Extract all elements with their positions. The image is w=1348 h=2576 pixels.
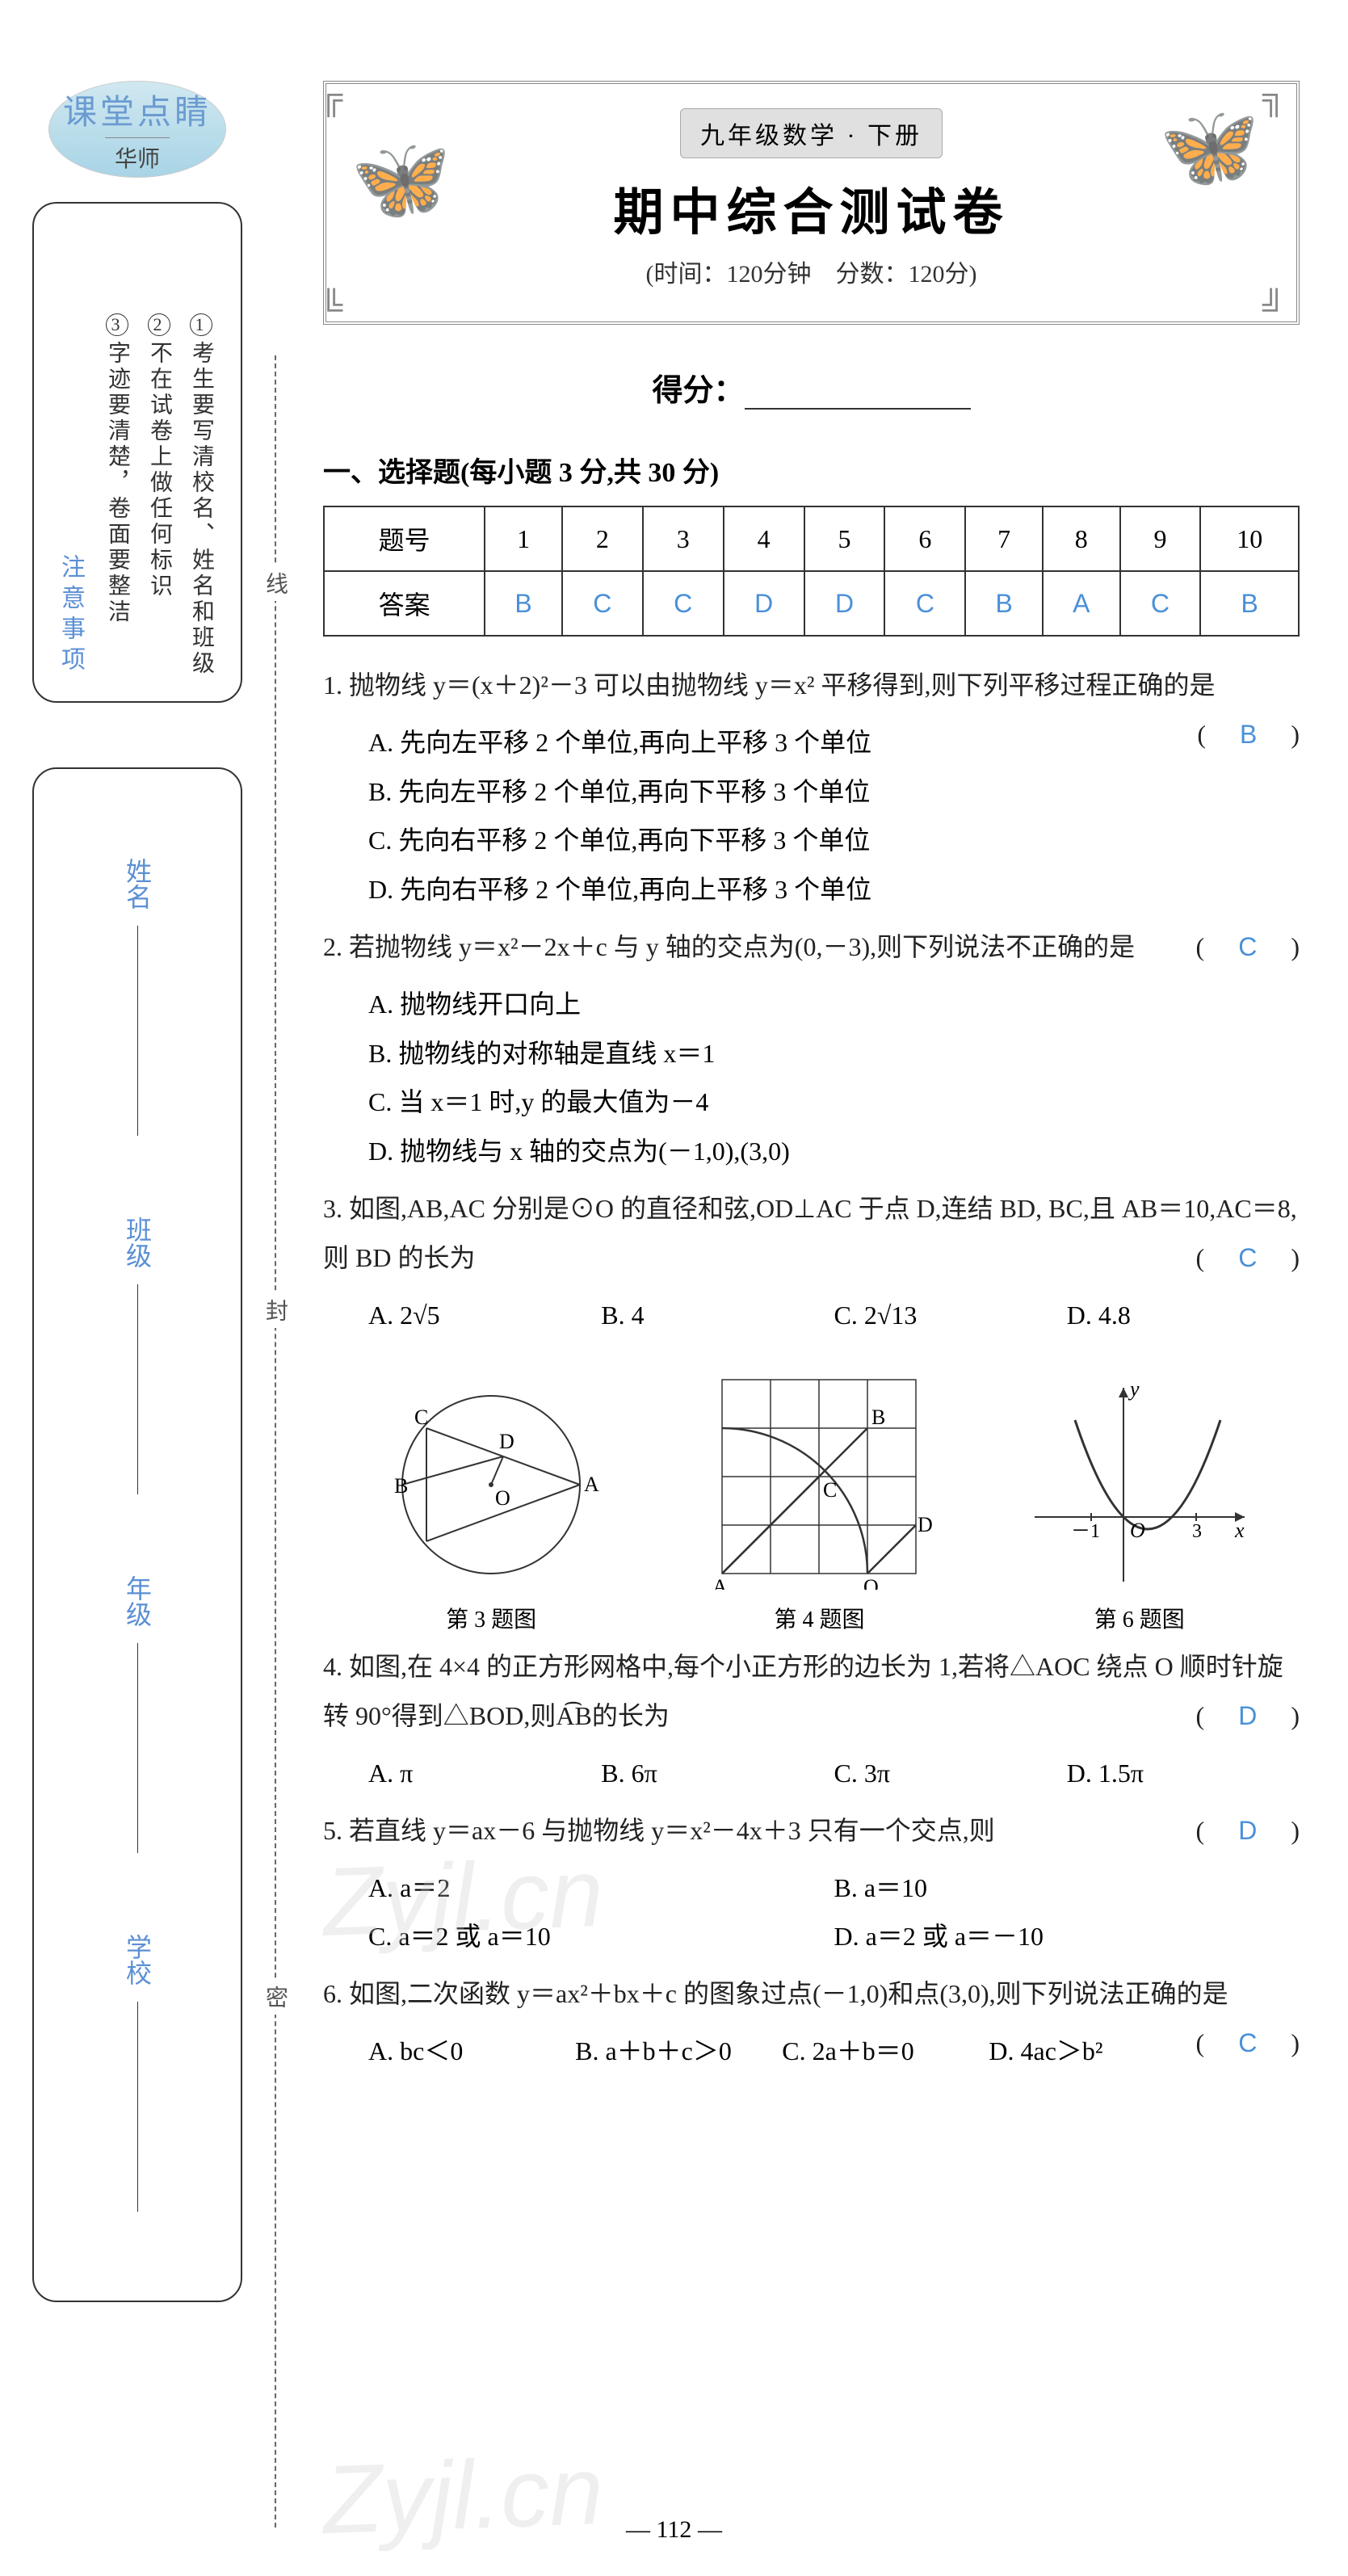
svg-text:x: x: [1234, 1519, 1245, 1542]
field-grade: 年级: [119, 1575, 156, 1853]
exam-page: 课堂点睛 华师 注意事项 3字迹要清楚，卷面要整洁 2不在试卷上做任何标识 1考…: [0, 0, 1348, 2576]
corner-ornament-icon: ╚: [320, 288, 360, 328]
figures-row: A B C D O 第 3 题图: [323, 1364, 1300, 1634]
svg-text:A: A: [712, 1575, 728, 1590]
question-3: 3. 如图,AB,AC 分别是⊙O 的直径和弦,OD⊥AC 于点 D,连结 BD…: [323, 1184, 1300, 1283]
fold-label-bot: 密: [258, 1979, 291, 2015]
question-4: 4. 如图,在 4×4 的正方形网格中,每个小正方形的边长为 1,若将△AOC …: [323, 1642, 1300, 1741]
svg-text:y: y: [1128, 1380, 1140, 1401]
fig3-svg: A B C D O: [370, 1380, 612, 1590]
notice-items: 3字迹要清楚，卷面要整洁 2不在试卷上做任何标识 1考生要写清校名、姓名和班级: [96, 313, 222, 677]
svg-text:3: 3: [1192, 1521, 1202, 1542]
question-1: 1. 抛物线 y＝(x＋2)²－3 可以由抛物线 y＝x² 平移得到,则下列平移…: [323, 661, 1300, 710]
svg-text:D: D: [918, 1513, 932, 1536]
score-label: 得分：: [652, 374, 744, 408]
figure-4: A B C D O 第 4 题图: [706, 1364, 932, 1634]
svg-text:O: O: [495, 1486, 510, 1510]
q4-options: A. π B. 6π C. 3π D. 1.5π: [323, 1749, 1300, 1798]
svg-text:D: D: [499, 1430, 514, 1453]
figure-6: y x O －1 3 第 6 题图: [1027, 1380, 1253, 1634]
score-line: 得分：: [323, 365, 1300, 410]
row-label: 答案: [324, 571, 485, 636]
q4-answer: D: [1230, 1701, 1265, 1730]
q1-answer: B: [1232, 720, 1265, 749]
q6-answer: C: [1230, 2028, 1265, 2057]
table-row: 答案 B C C D D C B A C B: [324, 571, 1299, 636]
notice-item-2: 2不在试卷上做任何标识: [143, 313, 175, 677]
title-frame: ╔ ╗ ╚ ╝ 🦋 🦋 九年级数学 · 下册 期中综合测试卷 (时间：120分钟…: [323, 81, 1300, 325]
section-1-title: 一、选择题(每小题 3 分,共 30 分): [323, 450, 1300, 490]
time-info: (时间：120分钟 分数：120分): [359, 254, 1264, 289]
table-row: 题号 1 2 3 4 5 6 7 8 9 10: [324, 506, 1299, 571]
svg-text:B: B: [871, 1406, 885, 1429]
svg-text:C: C: [414, 1406, 428, 1429]
score-blank[interactable]: [745, 408, 971, 410]
q2-options: A. 抛物线开口向上 B. 抛物线的对称轴是直线 x＝1 C. 当 x＝1 时,…: [323, 980, 1300, 1176]
grade-badge: 九年级数学 · 下册: [680, 108, 943, 158]
brand-logo: 课堂点睛 华师: [48, 81, 226, 178]
notice-item-3: 3字迹要清楚，卷面要整洁: [101, 313, 133, 677]
svg-text:A: A: [584, 1473, 599, 1496]
q1-options: A. 先向左平移 2 个单位,再向上平移 3 个单位 B. 先向左平移 2 个单…: [323, 718, 1300, 914]
butterfly-icon: 🦋: [351, 132, 464, 229]
q3-options: A. 2√5 B. 4 C. 2√13 D. 4.8: [323, 1291, 1300, 1340]
field-class: 班级: [119, 1217, 156, 1494]
svg-text:－1: －1: [1071, 1521, 1100, 1542]
notice-label: 注意事项: [52, 554, 88, 677]
answer-table: 题号 1 2 3 4 5 6 7 8 9 10 答案 B C C D D C B: [323, 506, 1300, 637]
question-2: 2. 若抛物线 y＝x²－2x＋c 与 y 轴的交点为(0,－3),则下列说法不…: [323, 922, 1300, 972]
fig6-svg: y x O －1 3: [1027, 1380, 1253, 1590]
svg-text:B: B: [394, 1474, 408, 1498]
main-content: ╔ ╗ ╚ ╝ 🦋 🦋 九年级数学 · 下册 期中综合测试卷 (时间：120分钟…: [323, 81, 1300, 2084]
left-sidebar: 课堂点睛 华师 注意事项 3字迹要清楚，卷面要整洁 2不在试卷上做任何标识 1考…: [32, 81, 242, 2302]
corner-ornament-icon: ╝: [1262, 288, 1303, 328]
corner-ornament-icon: ╔: [320, 78, 360, 118]
notice-box: 注意事项 3字迹要清楚，卷面要整洁 2不在试卷上做任何标识 1考生要写清校名、姓…: [32, 202, 242, 703]
logo-sub: 华师: [105, 137, 170, 174]
fig4-svg: A B C D O: [706, 1364, 932, 1590]
logo-main: 课堂点睛: [63, 85, 212, 134]
page-footer: — 112 —: [0, 2516, 1348, 2544]
q5-options: A. a＝2 B. a＝10 C. a＝2 或 a＝10 D. a＝2 或 a＝…: [323, 1864, 1300, 1962]
figure-3: A B C D O 第 3 题图: [370, 1380, 612, 1634]
fold-label-top: 线: [258, 565, 291, 601]
q5-answer: D: [1230, 1816, 1265, 1845]
exam-title: 期中综合测试卷: [359, 171, 1264, 244]
svg-text:C: C: [823, 1478, 837, 1502]
question-5: 5. 若直线 y＝ax－6 与抛物线 y＝x²－4x＋3 只有一个交点,则 ( …: [323, 1806, 1300, 1855]
field-name: 姓名: [119, 858, 156, 1136]
page-number: 112: [657, 2516, 692, 2543]
q6-options: A. bc＜0 B. a＋b＋c＞0 C. 2a＋b＝0 D. 4ac＞b²: [323, 2027, 1196, 2076]
student-info-box: 姓名 班级 年级 学校: [32, 767, 242, 2302]
svg-text:O: O: [1130, 1519, 1145, 1542]
q2-answer: C: [1230, 932, 1265, 961]
notice-item-1: 1考生要写清校名、姓名和班级: [185, 313, 217, 677]
fold-label-mid: 封: [258, 1292, 291, 1328]
svg-text:O: O: [863, 1575, 879, 1590]
fold-line: [275, 355, 276, 2528]
question-6: 6. 如图,二次函数 y＝ax²＋bx＋c 的图象过点(－1,0)和点(3,0)…: [323, 1969, 1300, 2019]
q3-answer: C: [1230, 1243, 1265, 1272]
row-label: 题号: [324, 506, 485, 571]
field-school: 学校: [119, 1934, 156, 2212]
butterfly-icon: 🦋: [1159, 100, 1272, 197]
